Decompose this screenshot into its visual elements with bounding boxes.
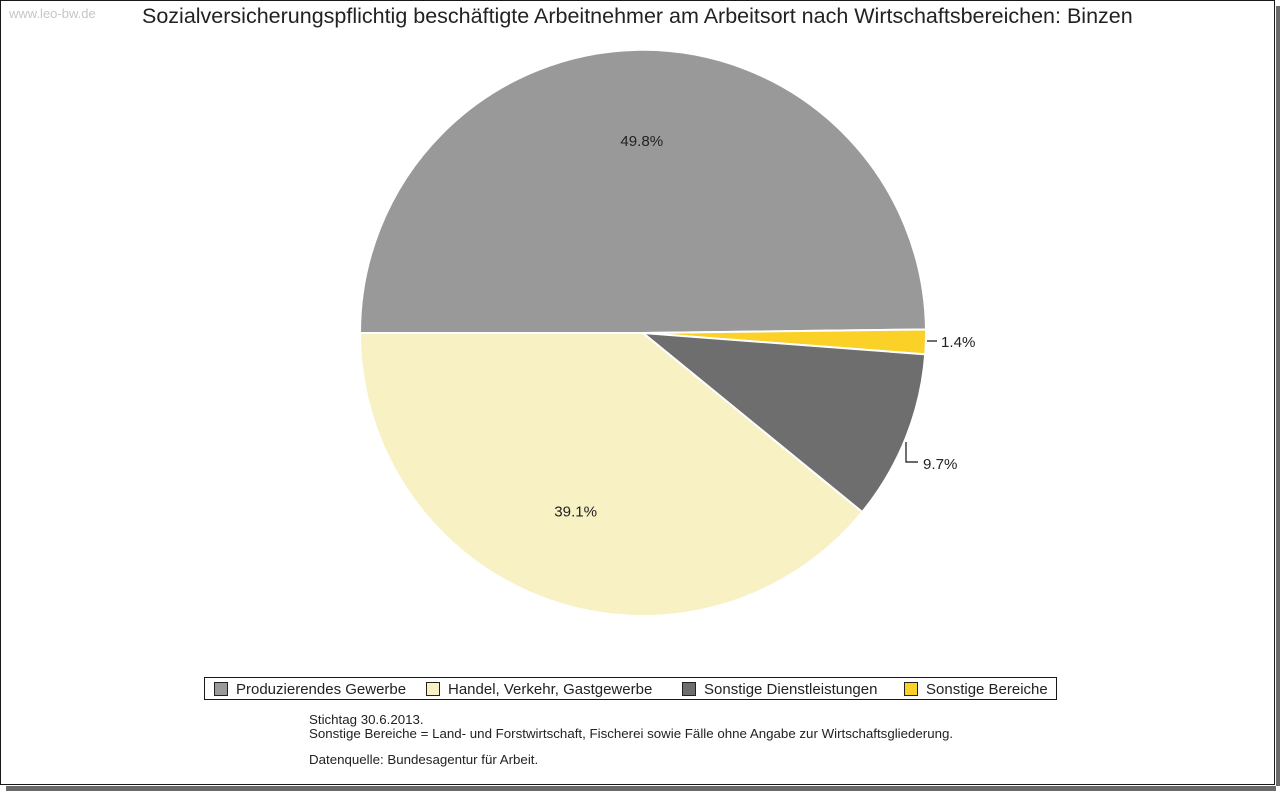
svg-text:39.1%: 39.1% [554,504,597,521]
svg-text:49.8%: 49.8% [620,133,663,150]
svg-text:1.4%: 1.4% [941,334,975,351]
svg-text:9.7%: 9.7% [923,456,957,473]
